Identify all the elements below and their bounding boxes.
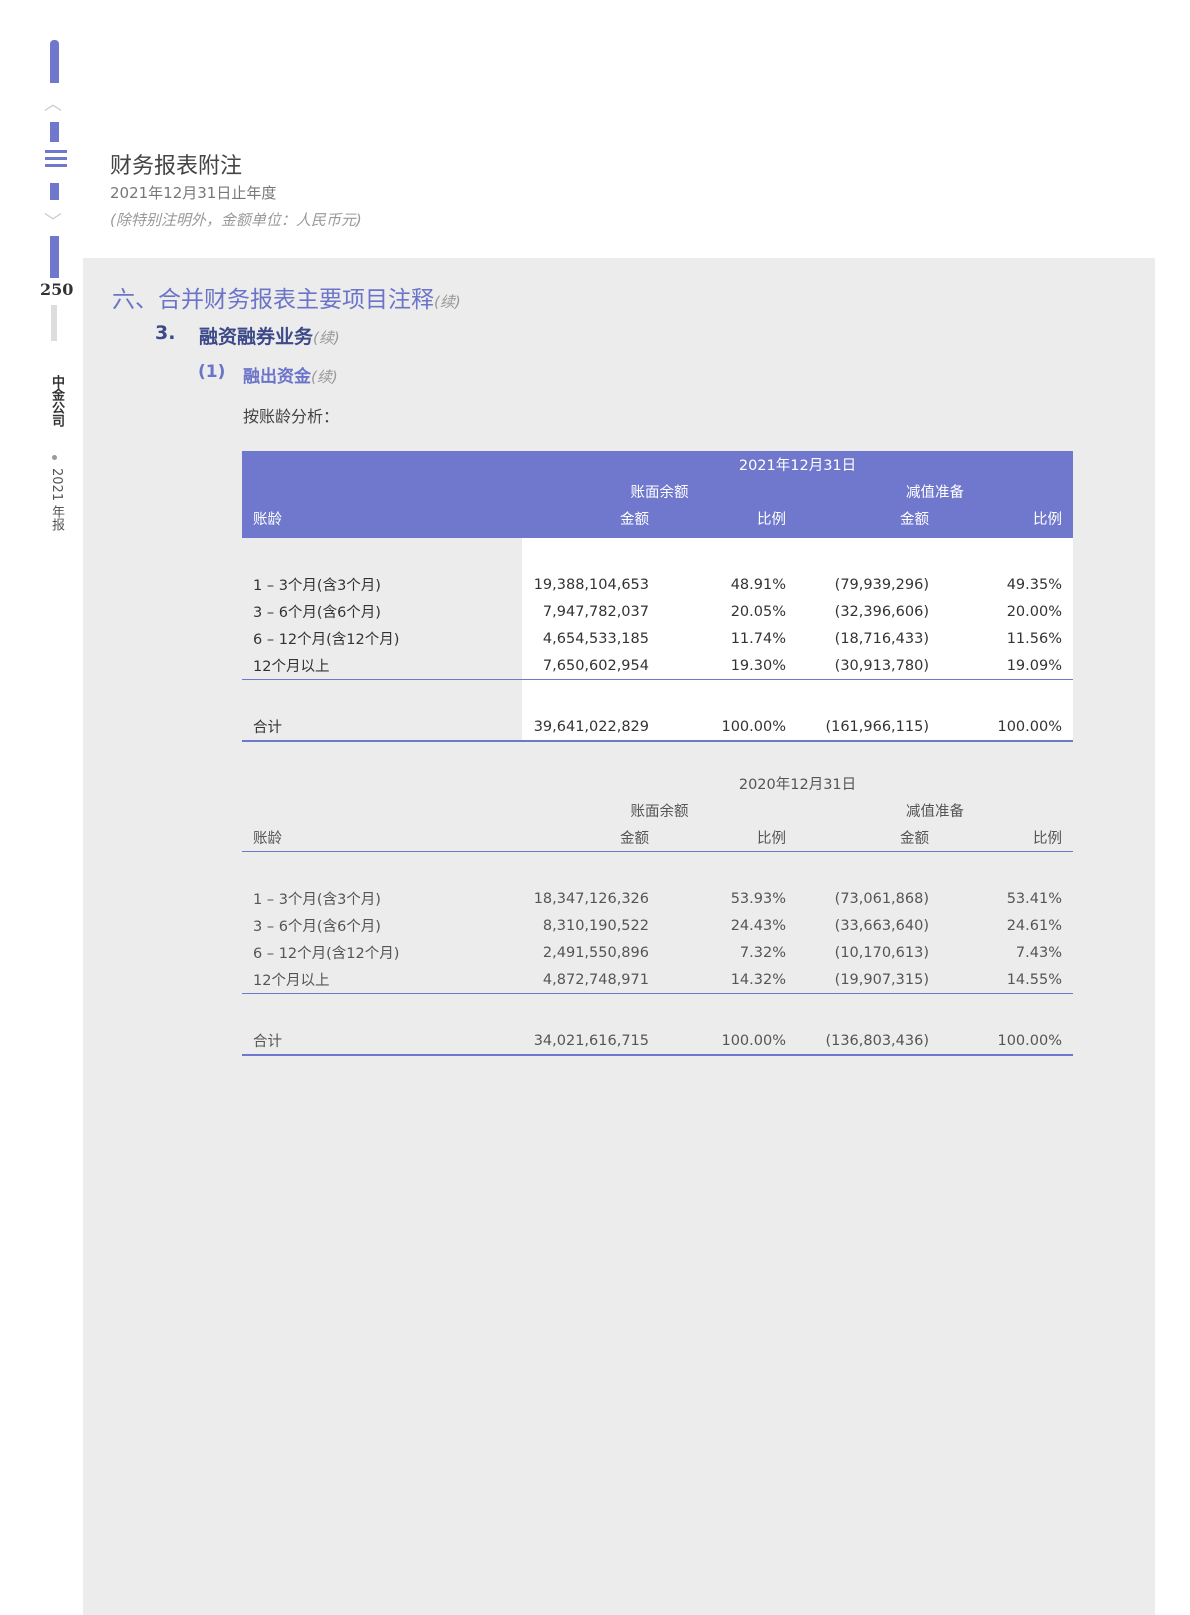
column-header: 金额: [797, 824, 940, 852]
chevron-down-icon[interactable]: ﹀: [44, 212, 62, 233]
column-header: 账龄: [242, 505, 522, 538]
total-row: 合计 39,641,022,829 100.00% (161,966,115) 100.…: [242, 713, 1073, 742]
aging-table-2021: 2021年12月31日 账面余额 减值准备 账龄 金额 比例 金额 比例 1 – 3个月(…: [242, 451, 1073, 742]
column-header: 比例: [940, 505, 1073, 538]
table-row: 3 – 6个月(含6个月) 8,310,190,522 24.43% (33,663,…: [253, 917, 1062, 936]
list-menu-icon[interactable]: [45, 150, 67, 167]
table-row: 1 – 3个月(含3个月) 19,388,104,653 48.91% (79,939…: [242, 571, 1073, 598]
table-row: 3 – 6个月(含6个月) 7,947,782,037 20.05% (32,396,…: [242, 598, 1073, 625]
section-heading: 六、合并财务报表主要项目注释(续): [112, 280, 461, 314]
report-year: 2021 年报: [49, 468, 64, 532]
page-number: 250: [40, 280, 74, 299]
column-header: 账龄: [242, 824, 522, 852]
group-header: 账面余额: [630, 804, 689, 820]
continued-label: (续): [311, 368, 338, 386]
column-header: 比例: [660, 824, 797, 852]
group-header: 减值准备: [906, 804, 964, 820]
aging-table-2020: 2020年12月31日 账面余额 减值准备 账龄 金额 比例 金额 比例 1 – 3个月(…: [242, 770, 1073, 1056]
page-title: 财务报表附注: [110, 154, 243, 179]
column-header: 比例: [660, 505, 797, 538]
table-date: 2021年12月31日: [522, 451, 1073, 478]
nav-bar-segment: [50, 122, 59, 142]
nav-bar-segment: [50, 236, 59, 278]
column-header: 金额: [522, 505, 660, 538]
table-row: 12个月以上 4,872,748,971 14.32% (19,907,315) 14.…: [242, 966, 1073, 994]
continued-label: (续): [434, 293, 461, 311]
group-header: 账面余额: [522, 478, 797, 505]
column-header: 金额: [797, 505, 940, 538]
nav-bar-segment: [50, 183, 59, 200]
table-date: 2020年12月31日: [738, 777, 857, 793]
group-header: 减值准备: [797, 478, 1073, 505]
nav-bar-segment: [50, 40, 59, 83]
column-header: 比例: [940, 824, 1073, 852]
subsubsection-heading: (1) 融出资金(续): [198, 362, 338, 387]
intro-text: 按账龄分析：: [243, 407, 340, 426]
table-row: 6 – 12个月(含12个月) 4,654,533,185 11.74% (18,71…: [242, 625, 1073, 652]
subsubsection-title: 融出资金: [243, 367, 311, 387]
period: 2021年12月31日止年度: [110, 184, 277, 202]
table-row: 6 – 12个月(含12个月) 2,491,550,896 7.32% (10,170…: [253, 944, 1062, 963]
chevron-up-icon[interactable]: ︿: [44, 94, 62, 115]
subsection-number: 3.: [155, 322, 176, 344]
company-name: 中金公司: [49, 375, 64, 427]
table-row: 12个月以上 7,650,602,954 19.30% (30,913,780) 19.…: [242, 652, 1073, 680]
separator-dot: [52, 455, 57, 460]
section-title: 六、合并财务报表主要项目注释: [112, 287, 434, 313]
subsection-heading: 3. 融资融券业务(续): [155, 322, 340, 348]
subsubsection-number: (1): [198, 362, 226, 382]
page-progress-bar: [51, 305, 57, 341]
continued-label: (续): [313, 329, 340, 347]
table-row: 1 – 3个月(含3个月) 18,347,126,326 53.93% (73,061…: [253, 890, 1062, 909]
column-header: 金额: [522, 824, 660, 852]
total-row: 合计 34,021,616,715 100.00% (136,803,436) 100.…: [242, 1027, 1073, 1056]
subsection-title: 融资融券业务: [199, 326, 314, 348]
unit-note: (除特别注明外，金额单位：人民币元): [110, 211, 362, 229]
